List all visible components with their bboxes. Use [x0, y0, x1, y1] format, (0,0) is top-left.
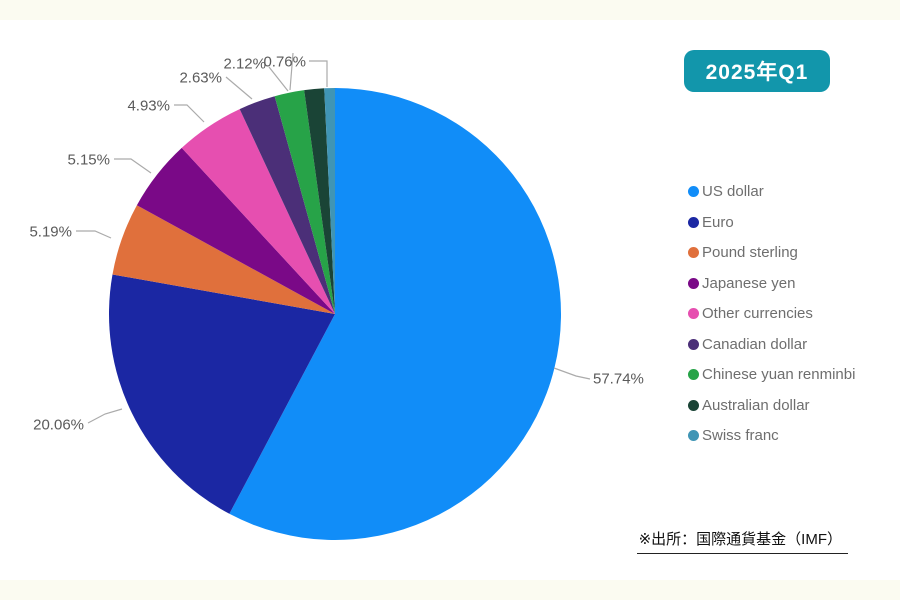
leader-line-other-currencies: [174, 104, 205, 123]
legend-item-other-currencies[interactable]: Other currencies: [688, 305, 855, 322]
pie-slice-japanese-yen[interactable]: [136, 147, 335, 314]
pie-percentage-labels: 57.74% 20.06% 5.19% 5.15% 4.93% 2.63%2.12%0.7…: [29, 54, 643, 434]
period-badge: 2025年Q1: [684, 50, 830, 92]
pie-slice-other-currencies[interactable]: [181, 109, 335, 315]
legend-label: Japanese yen: [702, 274, 796, 292]
legend-item-australian-dollar[interactable]: Australian dollar: [688, 396, 855, 414]
legend-item-swiss-franc[interactable]: Swiss franc: [688, 427, 855, 444]
legend-swatch-icon: [688, 399, 699, 411]
pie-label-us-dollar: 57.74%: [593, 371, 644, 388]
legend-item-canadian-dollar[interactable]: Canadian dollar: [688, 335, 855, 353]
label-leader-lines: [76, 52, 591, 424]
legend-label: Other currencies: [702, 305, 813, 322]
pie-label-japanese-yen: 5.15%: [67, 152, 110, 169]
pie-label-other-currencies: 4.93%: [127, 98, 170, 115]
pie-slice-euro[interactable]: [109, 274, 335, 514]
legend-label: Euro: [702, 213, 734, 231]
legend-label: Australian dollar: [702, 396, 810, 414]
leader-line-chinese-yuan-renminbi: [268, 66, 289, 92]
legend-label: Canadian dollar: [702, 335, 808, 353]
legend-label: US dollar: [702, 183, 764, 200]
pie-slice-swiss-franc[interactable]: [324, 88, 335, 314]
pie-slice-chinese-yuan-renminbi[interactable]: [274, 90, 335, 314]
legend-swatch-icon: [688, 277, 699, 289]
legend-swatch-icon: [688, 186, 699, 197]
legend-item-euro[interactable]: Euro: [688, 213, 855, 231]
legend-item-japanese-yen[interactable]: Japanese yen: [688, 274, 855, 292]
pie-label-swiss-franc: 0.76%: [263, 54, 306, 71]
pie-label-euro: 20.06%: [33, 417, 84, 434]
leader-line-australian-dollar: [289, 52, 294, 91]
leader-line-pound-sterling: [76, 230, 112, 239]
pie-label-canadian-dollar: 2.63%: [179, 70, 222, 87]
leader-line-swiss-franc: [309, 60, 328, 87]
pie-slice-canadian-dollar[interactable]: [239, 96, 335, 314]
legend-item-us-dollar[interactable]: US dollar: [688, 183, 855, 200]
source-note: ※出所：国際通貨基金（IMF）: [636, 528, 848, 554]
legend-label: Swiss franc: [702, 427, 779, 444]
pie-label-chinese-yuan-renminbi: 2.12%: [223, 56, 266, 73]
pie-slice-australian-dollar[interactable]: [304, 88, 335, 314]
leader-line-euro: [87, 408, 123, 424]
legend-swatch-icon: [688, 430, 699, 441]
legend-swatch-icon: [688, 369, 699, 380]
leader-line-us-dollar: [553, 367, 591, 380]
legend-item-chinese-yuan-renminbi[interactable]: Chinese yuan renminbi: [688, 366, 856, 383]
leader-line-canadian-dollar: [225, 76, 253, 100]
pie-slice-pound-sterling[interactable]: [112, 205, 335, 314]
pie-slices: [109, 88, 561, 540]
legend-label: Chinese yuan renminbi: [702, 366, 856, 383]
legend-swatch-icon: [688, 338, 699, 350]
legend-swatch-icon: [688, 216, 699, 228]
legend-label: Pound sterling: [702, 244, 798, 261]
chart-legend: US dollar Euro Pound sterling Japanese yen O…: [688, 183, 856, 459]
pie-slice-us-dollar[interactable]: [229, 88, 561, 540]
pie-label-pound-sterling: 5.19%: [29, 224, 72, 241]
legend-item-pound-sterling[interactable]: Pound sterling: [688, 244, 855, 261]
leader-line-japanese-yen: [114, 158, 152, 174]
legend-swatch-icon: [688, 308, 699, 319]
legend-swatch-icon: [688, 247, 699, 258]
